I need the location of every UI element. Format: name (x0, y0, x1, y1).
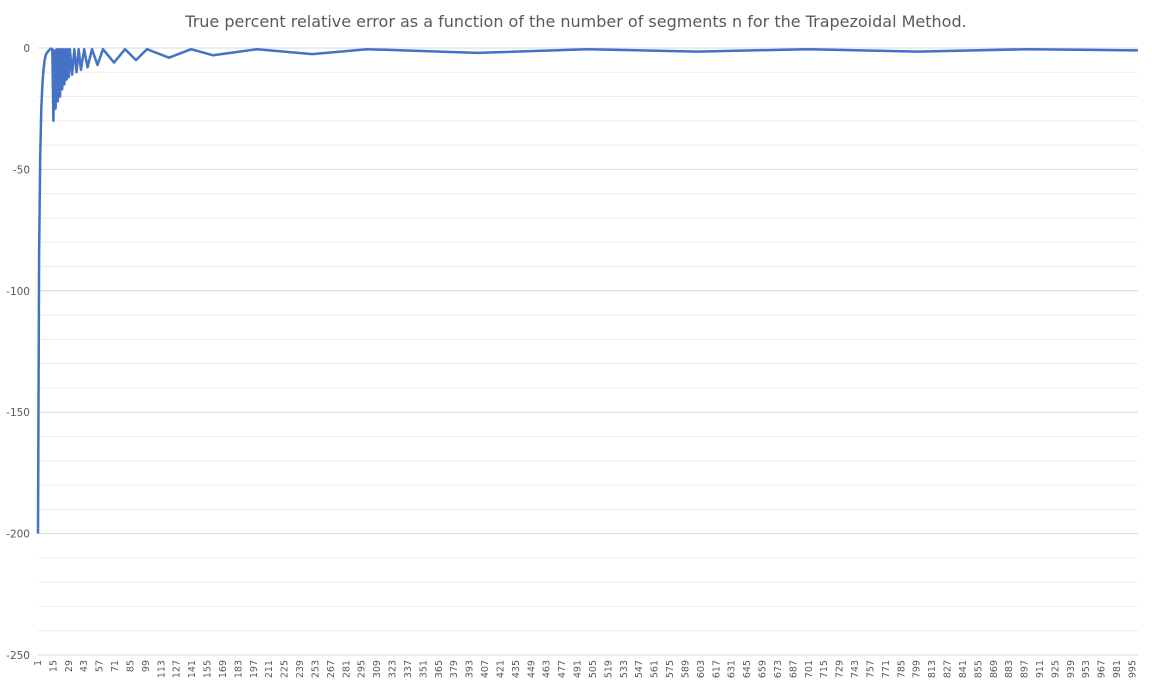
x-tick-label: 197 (249, 660, 260, 678)
x-tick-label: 771 (881, 660, 892, 678)
x-tick-label: 267 (326, 660, 337, 678)
x-tick-label: 155 (203, 660, 214, 678)
x-tick-label: 869 (989, 660, 1000, 678)
x-tick-label: 43 (79, 660, 90, 672)
x-tick-label: 99 (141, 660, 152, 672)
x-tick-label: 407 (480, 660, 491, 678)
x-tick-label: 547 (634, 660, 645, 678)
x-tick-label: 939 (1066, 660, 1077, 678)
x-tick-label: 617 (711, 660, 722, 678)
x-tick-label: 729 (835, 660, 846, 678)
x-tick-label: 561 (650, 660, 661, 678)
x-tick-label: 827 (943, 660, 954, 678)
x-tick-label: 855 (973, 660, 984, 678)
x-tick-label: 911 (1035, 660, 1046, 678)
x-tick-label: 435 (511, 660, 522, 678)
x-tick-label: 211 (264, 660, 275, 678)
y-tick-label: -250 (6, 650, 30, 662)
y-tick-label: -150 (6, 407, 30, 419)
x-tick-label: 477 (557, 660, 568, 678)
x-tick-label: 365 (434, 660, 445, 678)
x-tick-label: 687 (788, 660, 799, 678)
y-tick-label: -50 (13, 164, 30, 176)
x-tick-label: 883 (1004, 660, 1015, 678)
x-tick-label: 953 (1081, 660, 1092, 678)
x-tick-label: 995 (1127, 660, 1138, 678)
x-tick-label: 603 (696, 660, 707, 678)
x-tick-label: 897 (1020, 660, 1031, 678)
x-tick-label: 183 (233, 660, 244, 678)
y-tick-label: -100 (6, 286, 30, 298)
x-tick-label: 519 (603, 660, 614, 678)
x-tick-label: 379 (449, 660, 460, 678)
x-tick-label: 463 (542, 660, 553, 678)
x-tick-label: 421 (495, 660, 506, 678)
x-tick-label: 589 (680, 660, 691, 678)
x-tick-label: 169 (218, 660, 229, 678)
x-tick-label: 127 (172, 660, 183, 678)
x-tick-label: 71 (110, 660, 121, 672)
x-tick-label: 225 (280, 660, 291, 678)
x-tick-label: 813 (927, 660, 938, 678)
y-tick-label: 0 (23, 43, 30, 55)
x-tick-label: 967 (1097, 660, 1108, 678)
x-tick-label: 785 (896, 660, 907, 678)
x-tick-label: 981 (1112, 660, 1123, 678)
x-tick-label: 141 (187, 660, 198, 678)
x-tick-label: 57 (95, 660, 106, 672)
x-tick-label: 799 (912, 660, 923, 678)
x-tick-label: 533 (619, 660, 630, 678)
x-tick-label: 715 (819, 660, 830, 678)
x-tick-label: 15 (48, 660, 59, 672)
x-tick-label: 925 (1050, 660, 1061, 678)
x-tick-label: 757 (865, 660, 876, 678)
chart-title: True percent relative error as a functio… (185, 12, 967, 31)
x-tick-label: 505 (588, 660, 599, 678)
x-tick-label: 393 (465, 660, 476, 678)
x-tick-label: 309 (372, 660, 383, 678)
x-tick-label: 351 (418, 660, 429, 678)
x-tick-label: 113 (156, 660, 167, 678)
x-tick-label: 295 (357, 660, 368, 678)
x-tick-label: 29 (64, 660, 75, 672)
x-tick-label: 575 (665, 660, 676, 678)
x-tick-label: 337 (403, 660, 414, 678)
x-tick-label: 673 (773, 660, 784, 678)
x-tick-label: 85 (125, 660, 136, 672)
x-tick-label: 841 (958, 660, 969, 678)
x-tick-label: 743 (850, 660, 861, 678)
x-tick-label: 323 (388, 660, 399, 678)
x-tick-label: 491 (573, 660, 584, 678)
x-tick-label: 239 (295, 660, 306, 678)
x-tick-label: 281 (341, 660, 352, 678)
x-tick-label: 631 (727, 660, 738, 678)
series-line (36, 47, 1139, 534)
x-tick-label: 645 (742, 660, 753, 678)
x-tick-label: 659 (758, 660, 769, 678)
x-tick-label: 253 (310, 660, 321, 678)
x-tick-label: 1 (33, 660, 44, 666)
x-tick-label: 449 (526, 660, 537, 678)
y-tick-label: -200 (6, 529, 30, 541)
x-tick-label: 701 (804, 660, 815, 678)
